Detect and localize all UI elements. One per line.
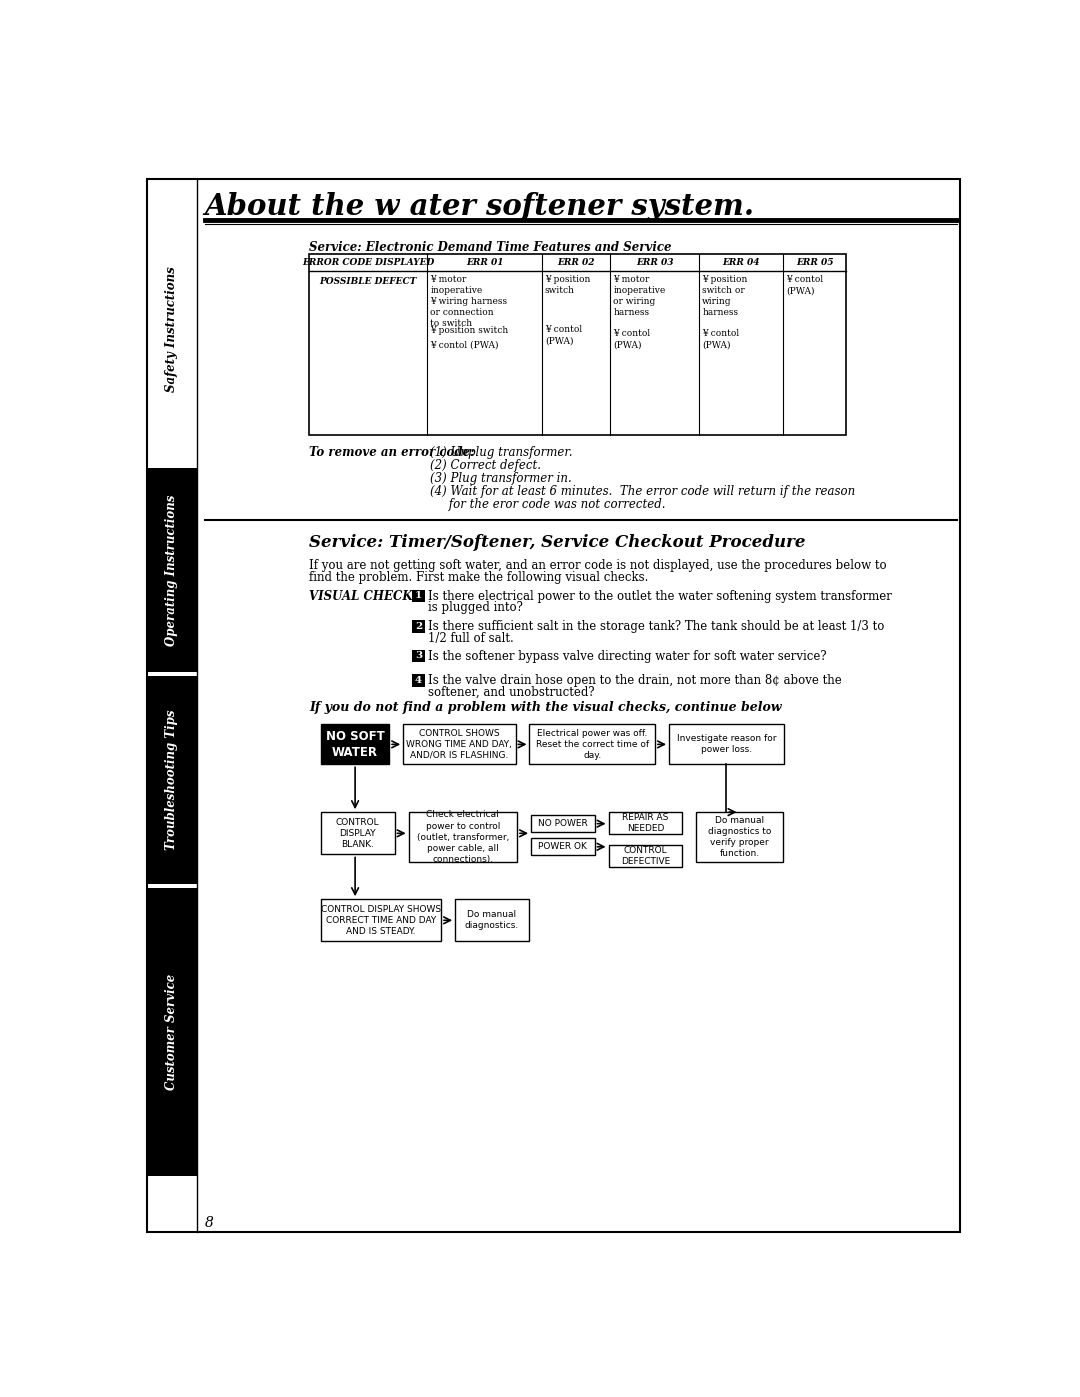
Bar bbox=[413, 620, 424, 633]
Text: Is the valve drain hose open to the drain, not more than 8¢ above the: Is the valve drain hose open to the drai… bbox=[428, 675, 841, 687]
Text: ERR 05: ERR 05 bbox=[796, 258, 834, 267]
Text: ¥ contol (PWA): ¥ contol (PWA) bbox=[430, 339, 499, 349]
Bar bbox=[413, 675, 424, 686]
Text: (2) Correct defect.: (2) Correct defect. bbox=[430, 458, 540, 472]
Text: VISUAL CHECKS:: VISUAL CHECKS: bbox=[309, 590, 426, 602]
Text: ¥ contol
(PWA): ¥ contol (PWA) bbox=[702, 330, 740, 349]
Bar bbox=[147, 468, 197, 672]
Text: Electrical power was off.
Reset the correct time of
day.: Electrical power was off. Reset the corr… bbox=[536, 729, 649, 760]
Text: 1/2 full of salt.: 1/2 full of salt. bbox=[428, 631, 514, 644]
Bar bbox=[403, 725, 515, 764]
Text: Investigate reason for
power loss.: Investigate reason for power loss. bbox=[676, 735, 777, 754]
Text: ERROR CODE DISPLAYED: ERROR CODE DISPLAYED bbox=[302, 258, 434, 267]
Bar bbox=[408, 812, 517, 862]
Text: ¥ contol
(PWA): ¥ contol (PWA) bbox=[613, 330, 650, 349]
Bar bbox=[608, 845, 683, 866]
Text: Customer Service: Customer Service bbox=[165, 974, 178, 1090]
Text: Operating Instructions: Operating Instructions bbox=[165, 495, 178, 645]
Bar bbox=[529, 725, 656, 764]
Bar bbox=[147, 676, 197, 884]
Text: Is there electrical power to the outlet the water softening system transformer: Is there electrical power to the outlet … bbox=[428, 590, 892, 602]
Text: Is there sufficient salt in the storage tank? The tank should be at least 1/3 to: Is there sufficient salt in the storage … bbox=[428, 620, 885, 633]
Text: ¥ position switch: ¥ position switch bbox=[430, 327, 509, 335]
Text: POWER OK: POWER OK bbox=[538, 842, 588, 851]
Text: for the eror code was not corrected.: for the eror code was not corrected. bbox=[430, 497, 665, 511]
Text: 1: 1 bbox=[415, 591, 422, 601]
Text: REPAIR AS
NEEDED: REPAIR AS NEEDED bbox=[622, 813, 669, 833]
Bar bbox=[669, 725, 784, 764]
Text: ¥ motor
inoperative
or wiring
harness: ¥ motor inoperative or wiring harness bbox=[613, 275, 665, 317]
Bar bbox=[531, 838, 595, 855]
Text: About the w ater softener system.: About the w ater softener system. bbox=[205, 191, 755, 221]
Text: If you are not getting soft water, and an error code is not displayed, use the p: If you are not getting soft water, and a… bbox=[309, 559, 887, 571]
Text: (1) Unplug transformer.: (1) Unplug transformer. bbox=[430, 446, 572, 458]
Text: 8: 8 bbox=[205, 1215, 214, 1229]
Text: ERR 01: ERR 01 bbox=[465, 258, 503, 267]
Text: Service: Electronic Demand Time Features and Service: Service: Electronic Demand Time Features… bbox=[309, 240, 672, 254]
Text: Is the softener bypass valve directing water for soft water service?: Is the softener bypass valve directing w… bbox=[428, 650, 826, 662]
Text: Safety Instructions: Safety Instructions bbox=[165, 267, 178, 393]
Text: ¥ position
switch or
wiring
harness: ¥ position switch or wiring harness bbox=[702, 275, 747, 317]
Bar bbox=[608, 812, 683, 834]
Bar bbox=[147, 887, 197, 1176]
Text: ¥ contol
(PWA): ¥ contol (PWA) bbox=[786, 275, 823, 295]
Text: ¥ contol
(PWA): ¥ contol (PWA) bbox=[545, 326, 582, 345]
Bar bbox=[321, 900, 441, 942]
Bar bbox=[531, 816, 595, 833]
Bar bbox=[455, 900, 529, 942]
Bar bbox=[413, 590, 424, 602]
Text: ERR 03: ERR 03 bbox=[636, 258, 674, 267]
Text: NO SOFT
WATER: NO SOFT WATER bbox=[326, 729, 384, 759]
Bar bbox=[321, 812, 394, 855]
Bar bbox=[309, 254, 847, 434]
Text: find the problem. First make the following visual checks.: find the problem. First make the followi… bbox=[309, 571, 649, 584]
Text: Check electrical
power to control
(outlet, transformer,
power cable, all
connect: Check electrical power to control (outle… bbox=[417, 810, 509, 863]
Text: (4) Wait for at least 6 minutes.  The error code will return if the reason: (4) Wait for at least 6 minutes. The err… bbox=[430, 485, 854, 497]
Text: is plugged into?: is plugged into? bbox=[428, 601, 523, 613]
Text: 3: 3 bbox=[415, 651, 422, 661]
Text: ¥ wiring harness
or connection
to switch: ¥ wiring harness or connection to switch bbox=[430, 298, 508, 327]
Text: CONTROL
DEFECTIVE: CONTROL DEFECTIVE bbox=[621, 847, 670, 866]
Text: (3) Plug transformer in.: (3) Plug transformer in. bbox=[430, 472, 571, 485]
Bar bbox=[697, 812, 783, 862]
Bar bbox=[321, 725, 389, 764]
Text: CONTROL
DISPLAY
BLANK.: CONTROL DISPLAY BLANK. bbox=[336, 817, 380, 849]
Text: ¥ position
switch: ¥ position switch bbox=[545, 275, 591, 295]
Text: Service: Timer/Softener, Service Checkout Procedure: Service: Timer/Softener, Service Checkou… bbox=[309, 534, 806, 552]
Text: softener, and unobstructed?: softener, and unobstructed? bbox=[428, 686, 595, 698]
Text: 4: 4 bbox=[415, 676, 422, 685]
Text: CONTROL DISPLAY SHOWS
CORRECT TIME AND DAY
AND IS STEADY.: CONTROL DISPLAY SHOWS CORRECT TIME AND D… bbox=[321, 905, 441, 936]
Text: If you do not find a problem with the visual checks, continue below: If you do not find a problem with the vi… bbox=[309, 701, 782, 714]
Text: ERR 02: ERR 02 bbox=[557, 258, 595, 267]
Text: CONTROL SHOWS
WRONG TIME AND DAY,
AND/OR IS FLASHING.: CONTROL SHOWS WRONG TIME AND DAY, AND/OR… bbox=[406, 729, 512, 760]
Text: ¥ motor
inoperative: ¥ motor inoperative bbox=[430, 275, 483, 295]
Text: POSSIBLE DEFECT: POSSIBLE DEFECT bbox=[320, 277, 417, 286]
Text: ERR 04: ERR 04 bbox=[723, 258, 760, 267]
Text: Do manual
diagnostics.: Do manual diagnostics. bbox=[464, 911, 519, 930]
Text: Troubleshooting Tips: Troubleshooting Tips bbox=[165, 710, 178, 849]
Text: To remove an error code:: To remove an error code: bbox=[309, 446, 475, 458]
Text: Do manual
diagnostics to
verify proper
function.: Do manual diagnostics to verify proper f… bbox=[707, 816, 771, 858]
Bar bbox=[413, 650, 424, 662]
Text: NO POWER: NO POWER bbox=[538, 819, 588, 828]
Text: 2: 2 bbox=[415, 622, 422, 631]
